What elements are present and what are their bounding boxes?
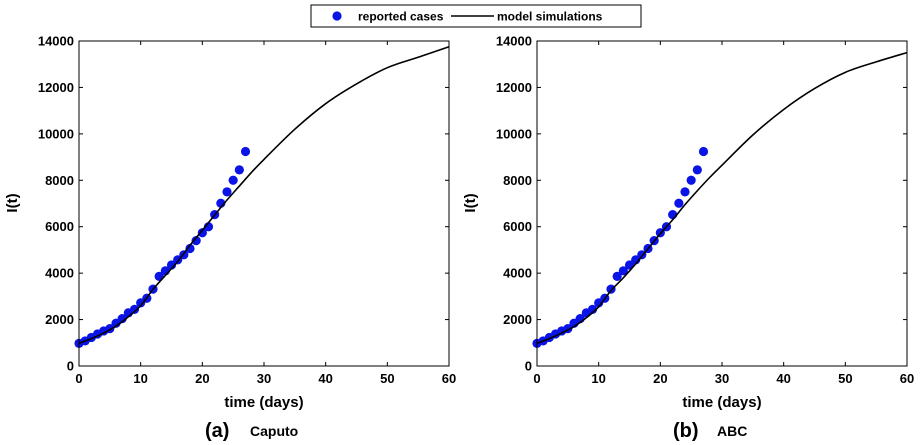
y-tick-label: 6000 [45, 219, 74, 234]
x-axis-label-a: time (days) [224, 394, 303, 411]
plot-area-a [74, 46, 450, 348]
y-tick-label: 4000 [503, 266, 532, 281]
model-simulation-line-b [536, 51, 908, 345]
x-tick-label: 0 [533, 371, 540, 386]
y-tick-label: 14000 [38, 34, 74, 49]
caption-name-a: Caputo [250, 423, 298, 439]
x-tick-label: 50 [838, 371, 852, 386]
x-tick-label: 30 [715, 371, 729, 386]
y-tick-label: 2000 [45, 312, 74, 327]
y-tick-label: 10000 [496, 126, 532, 141]
x-tick-label: 60 [442, 371, 456, 386]
ticks-a: 0 10 20 30 40 50 60 0 2000 4000 6000 8000 10000 12000… [38, 34, 456, 387]
panel-b: 0 10 20 30 40 50 60 0 2000 4000 6000 8000 10000 12000… [462, 34, 914, 443]
legend-label-model-simulations: model simulations [497, 10, 603, 24]
x-tick-label: 50 [380, 371, 394, 386]
x-tick-label: 10 [591, 371, 605, 386]
axes-frame-b [536, 40, 908, 367]
x-tick-label: 20 [653, 371, 667, 386]
y-tick-label: 10000 [38, 126, 74, 141]
reported-case-point [612, 271, 622, 281]
y-tick-label: 0 [525, 359, 532, 374]
x-tick-label: 40 [776, 371, 790, 386]
y-axis-label-a: I(t) [4, 193, 21, 212]
reported-case-point [618, 266, 628, 276]
x-axis-label-b: time (days) [682, 394, 761, 411]
y-axis-label-b: I(t) [462, 193, 479, 212]
legend-label-reported-cases: reported cases [358, 10, 444, 24]
plot-area-b [532, 51, 908, 348]
reported-case-point [692, 165, 702, 175]
panel-a: 0 10 20 30 40 50 60 0 2000 4000 6000 8000 10000 12000… [4, 34, 456, 443]
y-tick-label: 0 [67, 359, 74, 374]
reported-case-point [197, 228, 207, 238]
caption-letter-b: (b) [673, 420, 699, 442]
y-tick-label: 4000 [45, 266, 74, 281]
caption-letter-a: (a) [205, 420, 229, 442]
reported-case-point [222, 187, 232, 197]
reported-case-point [686, 175, 696, 185]
x-tick-label: 60 [900, 371, 914, 386]
caption-name-b: ABC [717, 423, 747, 439]
reported-case-point [234, 165, 244, 175]
reported-case-point [240, 146, 251, 157]
y-tick-label: 8000 [45, 173, 74, 188]
x-tick-label: 40 [318, 371, 332, 386]
y-tick-label: 8000 [503, 173, 532, 188]
reported-case-point [698, 146, 709, 157]
reported-case-point [191, 236, 201, 246]
reported-case-point [228, 175, 238, 185]
x-tick-label: 30 [257, 371, 271, 386]
legend-marker-reported-cases [332, 11, 342, 21]
y-tick-label: 6000 [503, 219, 532, 234]
y-tick-label: 2000 [503, 312, 532, 327]
legend: reported cases model simulations [310, 4, 642, 28]
ticks-b: 0 10 20 30 40 50 60 0 2000 4000 6000 8000 10000 12000… [496, 34, 914, 387]
reported-case-point [674, 198, 684, 208]
model-simulation-line-a [78, 46, 450, 345]
y-tick-label: 12000 [496, 80, 532, 95]
x-tick-label: 20 [195, 371, 209, 386]
reported-case-point [166, 260, 177, 270]
reported-case-point [680, 187, 690, 197]
y-tick-label: 14000 [496, 34, 532, 49]
reported-case-point [129, 304, 140, 314]
axes-frame-a [78, 40, 450, 367]
reported-case-point [185, 243, 195, 254]
y-tick-label: 12000 [38, 80, 74, 95]
x-tick-label: 10 [133, 371, 147, 386]
x-tick-label: 0 [75, 371, 82, 386]
reported-case-point [117, 314, 127, 324]
